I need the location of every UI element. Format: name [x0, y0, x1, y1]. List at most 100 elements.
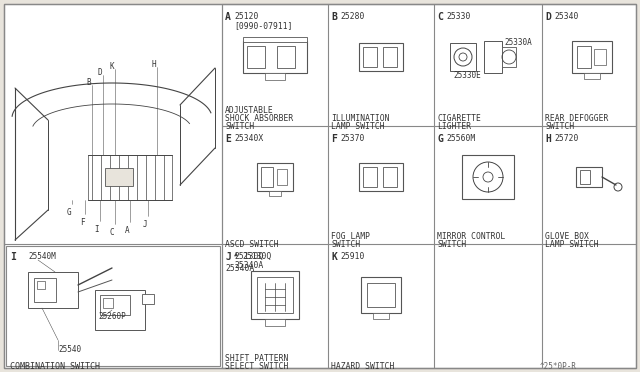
Text: LAMP SWITCH: LAMP SWITCH [545, 240, 598, 249]
Bar [37, 281, 45, 289]
Bar [142, 294, 154, 304]
Bar [103, 298, 113, 308]
Text: 25540M: 25540M [28, 252, 56, 261]
Text: 25280: 25280 [340, 12, 364, 21]
Bar [265, 319, 285, 326]
Bar [584, 73, 600, 79]
Text: 25910: 25910 [340, 252, 364, 261]
Text: ASCD SWITCH: ASCD SWITCH [225, 240, 278, 249]
Text: 25720: 25720 [554, 134, 579, 143]
Bar [277, 169, 287, 185]
Bar [243, 41, 307, 73]
Bar [359, 43, 403, 71]
Text: 25330: 25330 [446, 12, 470, 21]
Text: LIGHTER: LIGHTER [437, 122, 471, 131]
Bar [576, 167, 602, 187]
Text: SWITCH: SWITCH [437, 240, 467, 249]
Bar [363, 167, 377, 187]
Text: LAMP SWITCH: LAMP SWITCH [331, 122, 385, 131]
Text: ADJUSTABLE: ADJUSTABLE [225, 106, 274, 115]
Text: SHIFT PATTERN: SHIFT PATTERN [225, 354, 289, 363]
Text: SWITCH: SWITCH [225, 122, 254, 131]
Text: H: H [152, 60, 156, 69]
Text: ▲: ▲ [234, 252, 238, 258]
Bar [484, 41, 502, 73]
Text: ILLUMINATION: ILLUMINATION [331, 114, 390, 123]
Text: 25260P: 25260P [98, 312, 125, 321]
Bar [363, 47, 377, 67]
Text: HAZARD SWITCH: HAZARD SWITCH [331, 362, 394, 371]
Text: MIRROR CONTROL: MIRROR CONTROL [437, 232, 505, 241]
Text: J: J [225, 252, 231, 262]
Text: COMBINATION SWITCH: COMBINATION SWITCH [10, 362, 100, 371]
Text: 25330A: 25330A [504, 38, 532, 47]
Bar [361, 277, 401, 313]
Text: J: J [143, 220, 147, 229]
Text: 25370: 25370 [340, 134, 364, 143]
Bar [247, 46, 265, 68]
Bar [261, 167, 273, 187]
Text: H: H [545, 134, 551, 144]
Bar [269, 191, 281, 196]
Text: 25340A: 25340A [234, 261, 263, 270]
Text: D: D [98, 68, 102, 77]
Text: B: B [331, 12, 337, 22]
Text: F: F [331, 134, 337, 144]
Text: C: C [437, 12, 443, 22]
Text: B: B [86, 78, 92, 87]
Text: REAR DEFOGGER: REAR DEFOGGER [545, 114, 609, 123]
Text: K: K [109, 62, 115, 71]
Text: D: D [545, 12, 551, 22]
Bar [34, 278, 56, 302]
Bar [359, 163, 403, 191]
Bar [594, 49, 606, 65]
Bar [277, 46, 295, 68]
Text: 25560M: 25560M [446, 134, 476, 143]
Text: E: E [225, 134, 231, 144]
Text: 25130Q: 25130Q [242, 252, 271, 261]
Bar [383, 47, 397, 67]
Text: ^25*0P-R: ^25*0P-R [540, 362, 577, 371]
Text: I: I [10, 252, 16, 262]
Bar [257, 277, 293, 313]
Text: 25330E: 25330E [453, 71, 481, 80]
Text: 25340: 25340 [554, 12, 579, 21]
Bar [95, 290, 145, 330]
Text: SWITCH: SWITCH [331, 240, 360, 249]
Text: 25120: 25120 [234, 12, 259, 21]
Bar [383, 167, 397, 187]
Bar [572, 41, 612, 73]
Bar [28, 272, 78, 308]
Bar [367, 283, 395, 307]
Bar [577, 46, 591, 68]
Text: 25130Q: 25130Q [234, 252, 263, 261]
Text: A: A [225, 12, 231, 22]
Bar [243, 37, 307, 42]
Text: F: F [80, 218, 84, 227]
Bar [373, 313, 389, 319]
Text: FOG LAMP: FOG LAMP [331, 232, 370, 241]
Text: K: K [331, 252, 337, 262]
Text: SELECT SWITCH: SELECT SWITCH [225, 362, 289, 371]
Bar [100, 295, 130, 315]
Bar [6, 246, 220, 366]
Text: SHOCK ABSORBER: SHOCK ABSORBER [225, 114, 293, 123]
Bar [462, 155, 514, 199]
Bar [105, 168, 133, 186]
Text: 25540: 25540 [58, 345, 81, 354]
Bar [450, 43, 476, 71]
Text: A: A [125, 226, 129, 235]
Bar [257, 163, 293, 191]
Text: [0990-07911]: [0990-07911] [234, 21, 292, 30]
Bar [580, 170, 590, 184]
Text: CIGARETTE: CIGARETTE [437, 114, 481, 123]
Text: I: I [95, 225, 99, 234]
Bar [251, 271, 299, 319]
Text: G: G [437, 134, 443, 144]
Text: SWITCH: SWITCH [545, 122, 574, 131]
Bar [265, 73, 285, 80]
Text: 25340A: 25340A [225, 264, 254, 273]
Text: G: G [67, 208, 71, 217]
Bar [502, 47, 516, 67]
Text: 25340X: 25340X [234, 134, 263, 143]
